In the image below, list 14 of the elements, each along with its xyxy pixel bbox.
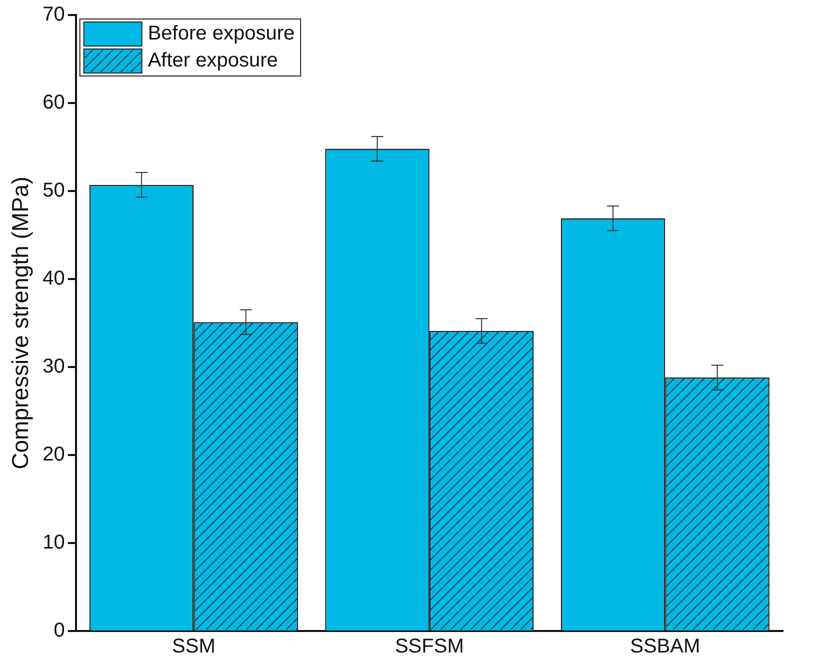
y-tick-label: 60: [42, 92, 65, 114]
y-tick-label: 70: [42, 4, 65, 26]
x-tick-label: SSM: [172, 636, 216, 658]
x-tick-label: SSBAM: [630, 636, 700, 658]
legend-label: After exposure: [148, 50, 278, 72]
y-tick-label: 40: [42, 268, 65, 290]
y-tick-label: 30: [42, 356, 65, 378]
legend-label: Before exposure: [148, 22, 295, 45]
y-axis-title: Compressive strength (MPa): [7, 176, 34, 470]
y-tick-label: 0: [54, 620, 65, 642]
y-tick-label: 50: [42, 180, 65, 202]
x-tick-label: SSFSM: [394, 636, 464, 658]
y-tick-label: 10: [42, 532, 65, 554]
y-tick-label: 20: [42, 444, 65, 466]
